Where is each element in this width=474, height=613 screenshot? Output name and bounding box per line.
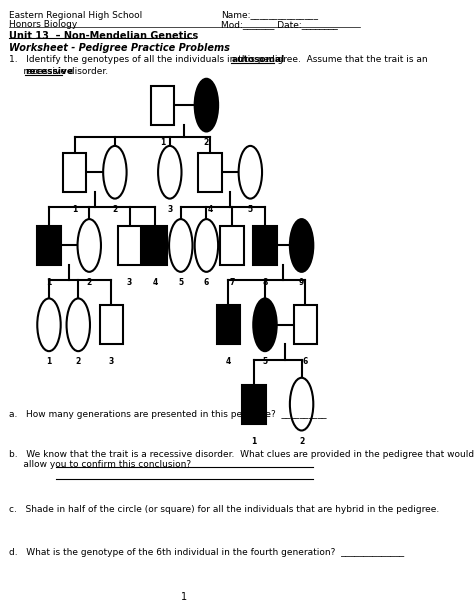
Text: 1: 1 (160, 137, 165, 147)
FancyBboxPatch shape (37, 226, 61, 265)
FancyBboxPatch shape (242, 384, 266, 424)
Ellipse shape (253, 299, 277, 351)
Text: autosomal: autosomal (231, 55, 284, 64)
Text: 9: 9 (299, 278, 304, 287)
FancyBboxPatch shape (217, 305, 240, 345)
FancyBboxPatch shape (100, 305, 123, 345)
Text: 6: 6 (204, 278, 209, 287)
Text: 2: 2 (299, 436, 304, 446)
FancyBboxPatch shape (63, 153, 86, 192)
Text: 3: 3 (167, 205, 173, 214)
Text: recessive: recessive (25, 67, 73, 75)
Text: 5: 5 (263, 357, 267, 367)
Ellipse shape (169, 219, 192, 272)
Text: 3: 3 (109, 357, 114, 367)
Text: 8: 8 (262, 278, 268, 287)
Text: 5: 5 (248, 205, 253, 214)
Text: 4: 4 (153, 278, 158, 287)
Text: 1: 1 (182, 592, 188, 603)
Ellipse shape (78, 219, 101, 272)
Text: 1: 1 (46, 357, 52, 367)
Ellipse shape (195, 219, 218, 272)
Text: a.   How many generations are presented in this pedigree?  __________: a. How many generations are presented in… (9, 410, 326, 419)
Ellipse shape (290, 219, 313, 272)
FancyBboxPatch shape (253, 226, 277, 265)
Ellipse shape (66, 299, 90, 351)
Text: 2: 2 (204, 137, 209, 147)
FancyBboxPatch shape (198, 153, 222, 192)
Text: 1.   Identify the genotypes of all the individuals in this pedigree.  Assume tha: 1. Identify the genotypes of all the ind… (9, 55, 430, 64)
Text: recessive disorder.: recessive disorder. (9, 67, 108, 75)
Text: 5: 5 (178, 278, 183, 287)
Ellipse shape (37, 299, 61, 351)
Text: 2: 2 (76, 357, 81, 367)
Text: 1: 1 (46, 278, 52, 287)
Ellipse shape (290, 378, 313, 430)
Ellipse shape (103, 146, 127, 199)
Text: 2: 2 (87, 278, 92, 287)
Text: 4: 4 (226, 357, 231, 367)
FancyBboxPatch shape (220, 226, 244, 265)
Text: 1: 1 (72, 205, 77, 214)
Text: Unit 13  – Non-Mendelian Genetics: Unit 13 – Non-Mendelian Genetics (9, 31, 198, 40)
Text: b.   We know that the trait is a recessive disorder.  What clues are provided in: b. We know that the trait is a recessive… (9, 450, 474, 470)
Text: 3: 3 (127, 278, 132, 287)
Text: Eastern Regional High School: Eastern Regional High School (9, 10, 142, 20)
Text: 4: 4 (208, 205, 213, 214)
Ellipse shape (195, 78, 218, 131)
Text: d.   What is the genotype of the 6th individual in the fourth generation?  _____: d. What is the genotype of the 6th indiv… (9, 547, 404, 557)
Text: 2: 2 (112, 205, 118, 214)
Text: 1: 1 (251, 436, 256, 446)
Text: Name:_______________: Name:_______________ (221, 10, 318, 20)
FancyBboxPatch shape (293, 305, 317, 345)
Ellipse shape (158, 146, 182, 199)
FancyBboxPatch shape (144, 226, 167, 265)
Text: Mod:_______ Date:________: Mod:_______ Date:________ (221, 20, 338, 29)
FancyBboxPatch shape (151, 86, 174, 124)
Text: Honors Biology: Honors Biology (9, 20, 77, 29)
Text: 7: 7 (229, 278, 235, 287)
Text: Worksheet - Pedigree Practice Problems: Worksheet - Pedigree Practice Problems (9, 43, 229, 53)
Text: c.   Shade in half of the circle (or square) for all the individuals that are hy: c. Shade in half of the circle (or squar… (9, 505, 439, 514)
Text: 6: 6 (302, 357, 308, 367)
FancyBboxPatch shape (118, 226, 141, 265)
Ellipse shape (238, 146, 262, 199)
